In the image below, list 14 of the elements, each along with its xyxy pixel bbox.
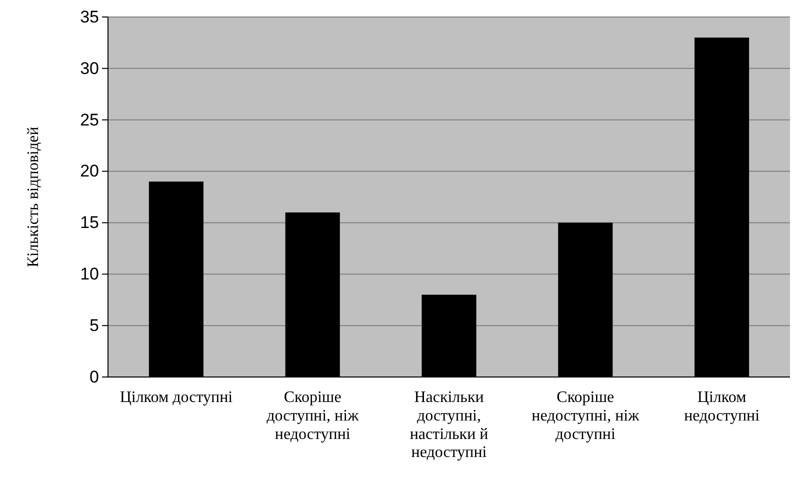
y-tick-label: 5	[90, 316, 99, 336]
y-tick-label: 0	[90, 367, 99, 386]
x-tick-label: Наскільки доступні, настільки й недоступні	[410, 389, 489, 462]
y-tick-label: 20	[80, 162, 99, 181]
y-axis-title: Кількість відповідей	[25, 126, 42, 268]
y-tick-label: 35	[80, 7, 99, 26]
x-tick-label: Цілком недоступні	[684, 389, 760, 424]
y-tick-label: 15	[80, 213, 99, 232]
y-tick-label: 30	[80, 58, 99, 78]
y-tick-label: 25	[80, 110, 99, 130]
x-tick-label: Скоріше доступні, ніж недоступні	[266, 389, 360, 443]
x-tick-label: Цілком доступні	[120, 389, 234, 406]
y-tick-label: 10	[80, 264, 99, 284]
x-tick-label: Скоріше недоступні, ніж доступні	[532, 389, 640, 443]
